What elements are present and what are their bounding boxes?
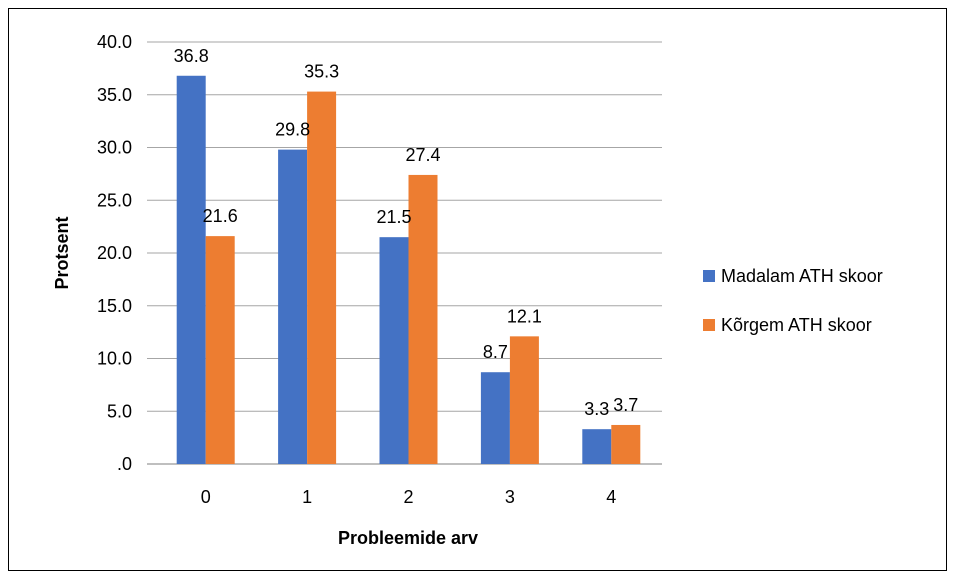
x-tick-labels: 0 1 2 3 4 <box>201 487 617 507</box>
bars <box>176 75 641 465</box>
y-tick-label: 30.0 <box>97 138 132 158</box>
data-label: 12.1 <box>507 306 542 326</box>
x-tick-label: 3 <box>505 487 515 507</box>
x-axis-title: Probleemide arv <box>338 528 478 548</box>
bar-korgem-1 <box>307 91 337 465</box>
bar-korgem-4 <box>611 424 641 464</box>
x-tick-label: 1 <box>302 487 312 507</box>
chart-frame <box>8 8 947 571</box>
y-axis-title: Protsent <box>52 216 72 289</box>
legend-swatch-madalam <box>703 270 715 282</box>
data-label: 27.4 <box>405 145 440 165</box>
x-tick-label: 2 <box>403 487 413 507</box>
data-label: 35.3 <box>304 62 339 82</box>
y-tick-label: 25.0 <box>97 190 132 210</box>
y-tick-label: 5.0 <box>107 401 132 421</box>
data-label: 3.7 <box>613 395 638 415</box>
legend-swatch-korgem <box>703 319 715 331</box>
y-tick-labels: .0 5.0 10.0 15.0 20.0 25.0 30.0 35.0 40.0 <box>97 32 132 474</box>
y-tick-label: 10.0 <box>97 349 132 369</box>
legend: Madalam ATH skoor Kõrgem ATH skoor <box>703 266 883 335</box>
bar-madalam-1 <box>278 149 308 465</box>
data-labels: 36.8 21.6 29.8 35.3 21.5 27.4 8.7 12.1 3.3 3.7 <box>174 46 639 419</box>
bar-madalam-2 <box>379 237 409 464</box>
data-label: 3.3 <box>584 399 609 419</box>
bar-madalam-4 <box>582 429 612 464</box>
data-label: 36.8 <box>174 46 209 66</box>
bar-madalam-3 <box>480 372 510 464</box>
legend-label-madalam: Madalam ATH skoor <box>721 266 883 286</box>
data-label: 21.5 <box>376 207 411 227</box>
y-tick-label: 35.0 <box>97 85 132 105</box>
x-tick-label: 4 <box>606 487 616 507</box>
bar-korgem-2 <box>408 174 438 464</box>
y-tick-label: 20.0 <box>97 243 132 263</box>
bar-madalam-0 <box>176 75 206 464</box>
y-tick-label: 40.0 <box>97 32 132 52</box>
legend-label-korgem: Kõrgem ATH skoor <box>721 315 872 335</box>
y-tick-label: .0 <box>117 454 132 474</box>
data-label: 29.8 <box>275 120 310 140</box>
data-label: 21.6 <box>203 206 238 226</box>
x-tick-label: 0 <box>201 487 211 507</box>
y-tick-label: 15.0 <box>97 296 132 316</box>
bar-korgem-0 <box>205 236 235 464</box>
data-label: 8.7 <box>483 342 508 362</box>
bar-korgem-3 <box>509 336 539 464</box>
